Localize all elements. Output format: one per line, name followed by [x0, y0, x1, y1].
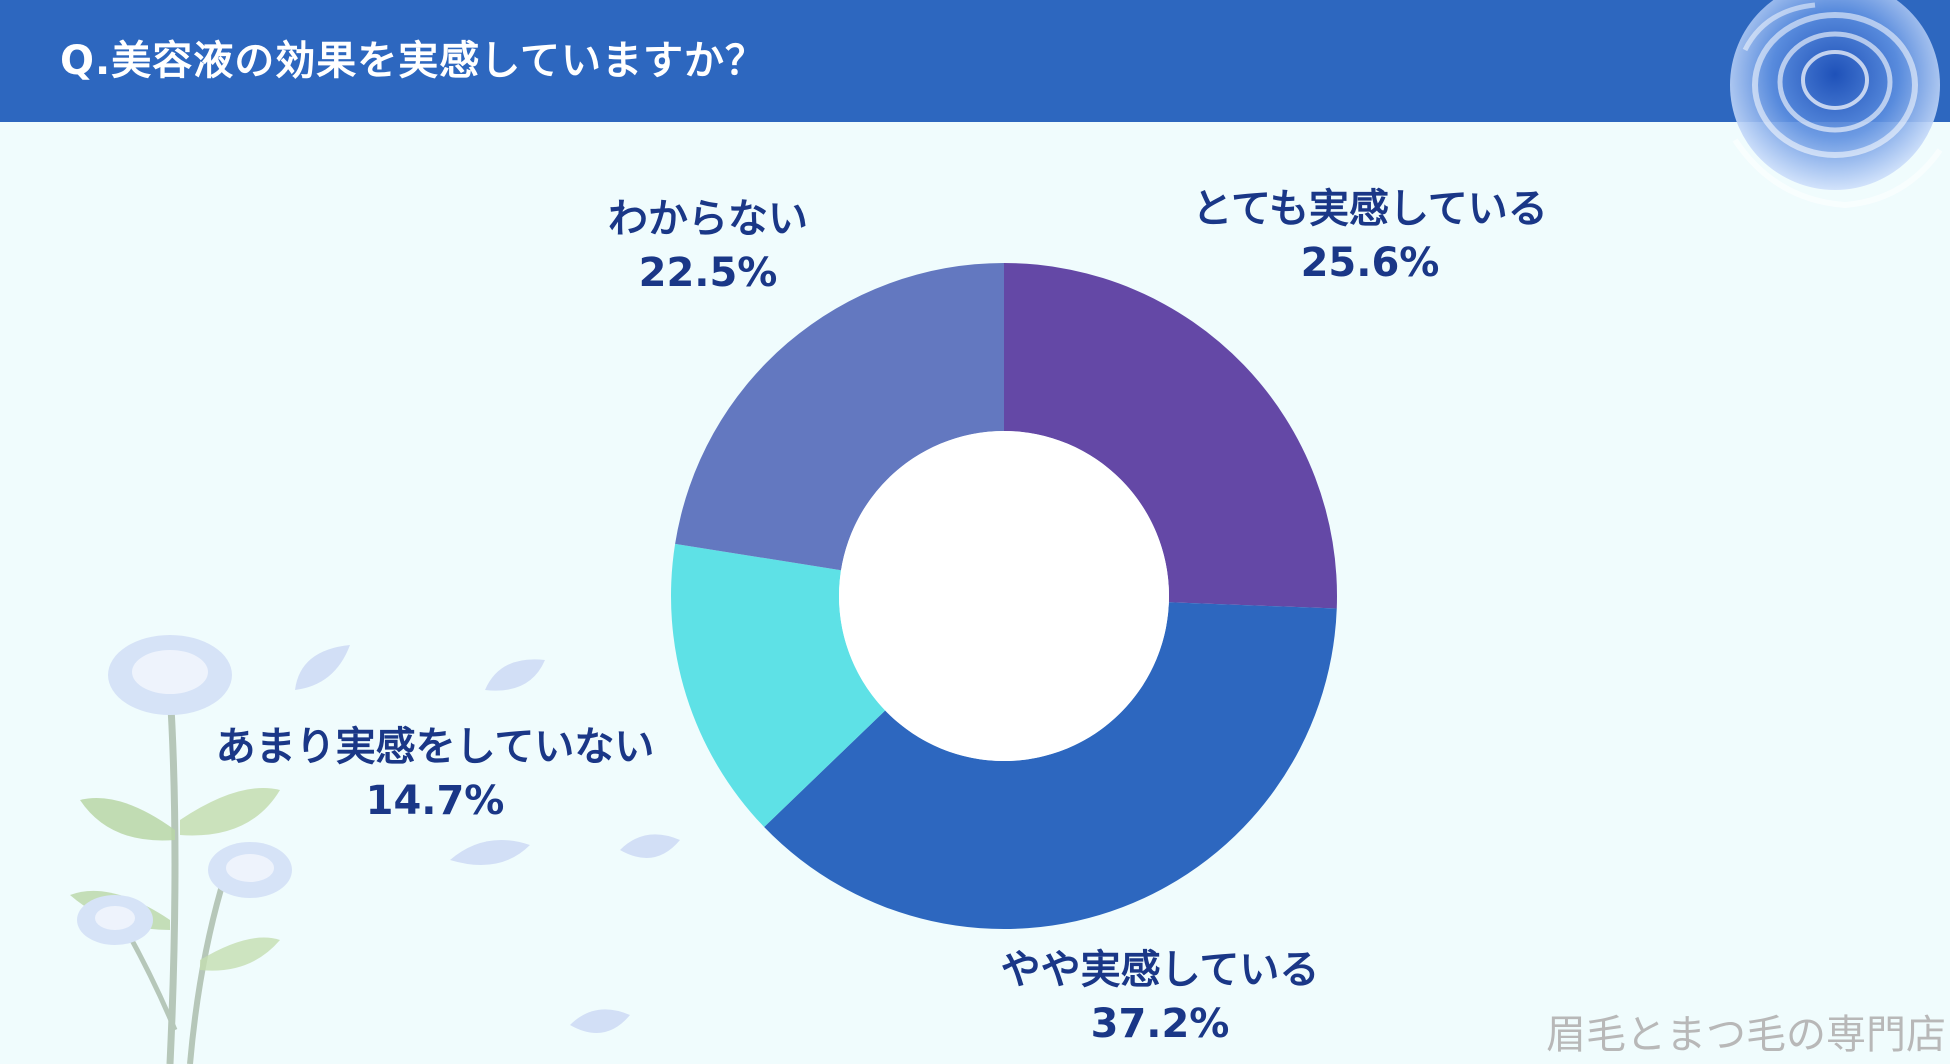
slice-label-3: あまり実感をしていない 14.7% — [216, 720, 655, 828]
slice-value-label: 22.5% — [608, 246, 808, 300]
slice-label-text: やや実感している — [1001, 947, 1320, 993]
slice-value-label: 37.2% — [1001, 997, 1320, 1051]
slice-value-label: 25.6% — [1192, 236, 1548, 290]
slice-label-2: やや実感している 37.2% — [1001, 943, 1320, 1051]
watermark: 眉毛とまつ毛の専門店 — [1546, 1002, 1946, 1060]
slice-label-text: あまり実感をしていない — [216, 724, 655, 770]
slice-value-label: 14.7% — [216, 774, 655, 828]
slice-label-1: とても実感している 25.6% — [1192, 182, 1548, 290]
slice-label-text: とても実感している — [1192, 186, 1548, 232]
slice-label-text: わからない — [608, 196, 808, 242]
donut-hole — [839, 431, 1169, 761]
slice-label-4: わからない 22.5% — [608, 192, 808, 300]
